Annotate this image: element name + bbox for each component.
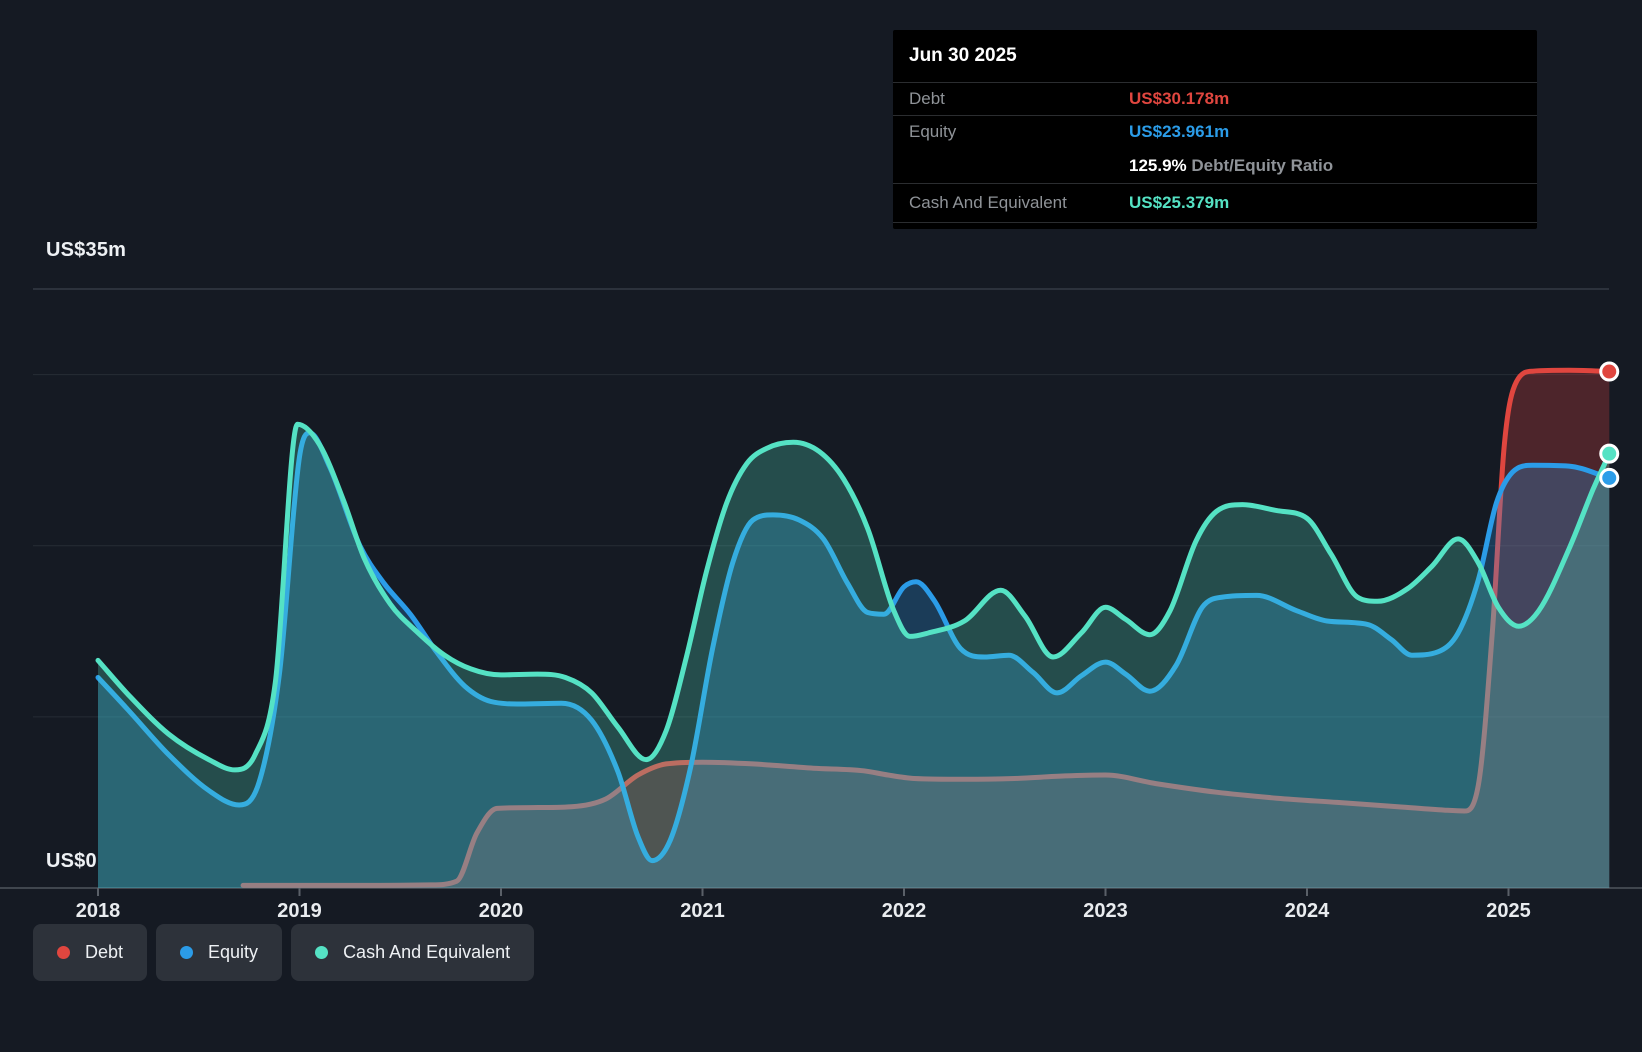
- legend-label-debt: Debt: [85, 942, 124, 962]
- y-axis-label-max: US$35m: [46, 239, 127, 261]
- endpoint-dot-debt: [1599, 361, 1620, 382]
- debt-series-dot-icon: [57, 946, 70, 959]
- tooltip-row-equity: Equity US$23.961m: [893, 115, 1537, 148]
- tooltip-row-cash: Cash And Equivalent US$25.379m: [893, 183, 1537, 223]
- y-axis-label-zero: US$0: [46, 850, 97, 872]
- legend-item-debt[interactable]: Debt: [33, 924, 148, 981]
- x-tick-label: 2024: [1285, 900, 1330, 922]
- tooltip-label-debt: Debt: [909, 89, 945, 108]
- endpoint-dot-equity: [1599, 467, 1620, 488]
- x-tick-label: 2018: [76, 900, 121, 922]
- legend-item-cash[interactable]: Cash And Equivalent: [291, 924, 535, 981]
- tooltip-label-cash: Cash And Equivalent: [909, 193, 1067, 212]
- tooltip-row-debt: Debt US$30.178m: [893, 82, 1537, 115]
- area-cash: [98, 424, 1610, 888]
- legend: Debt Equity Cash And Equivalent: [33, 924, 535, 981]
- area-equity: [98, 432, 1610, 888]
- x-tick-label: 2021: [680, 900, 725, 922]
- tooltip-value-debt: US$30.178m: [1129, 89, 1230, 108]
- line-debt: [240, 367, 1612, 888]
- x-tick-label: 2019: [277, 900, 322, 922]
- tooltip: Jun 30 2025 Debt US$30.178m Equity US$23…: [893, 30, 1537, 229]
- tooltip-value-cash: US$25.379m: [1129, 193, 1230, 212]
- x-tick-label: 2025: [1486, 900, 1531, 922]
- tooltip-value-equity: US$23.961m: [1129, 122, 1230, 141]
- x-tick-label: 2023: [1083, 900, 1128, 922]
- tooltip-date: Jun 30 2025: [909, 45, 1017, 66]
- debt-equity-ratio-value: 125.9%: [1129, 155, 1187, 175]
- legend-item-equity[interactable]: Equity: [156, 924, 283, 981]
- tooltip-label-equity: Equity: [909, 122, 957, 141]
- cash-series-dot-icon: [315, 946, 329, 959]
- area-debt: [243, 370, 1610, 888]
- endpoint-dot-cash: [1599, 443, 1620, 464]
- x-tick-label: 2020: [479, 900, 524, 922]
- legend-label-cash: Cash And Equivalent: [343, 942, 511, 962]
- x-tick-label: 2022: [882, 900, 927, 922]
- legend-label-equity: Equity: [208, 942, 259, 962]
- line-cash: [95, 421, 1612, 773]
- debt-equity-ratio-label: Debt/Equity Ratio: [1191, 155, 1334, 175]
- equity-series-dot-icon: [180, 946, 194, 959]
- tooltip-row-ratio: 125.9% Debt/Equity Ratio: [893, 148, 1537, 183]
